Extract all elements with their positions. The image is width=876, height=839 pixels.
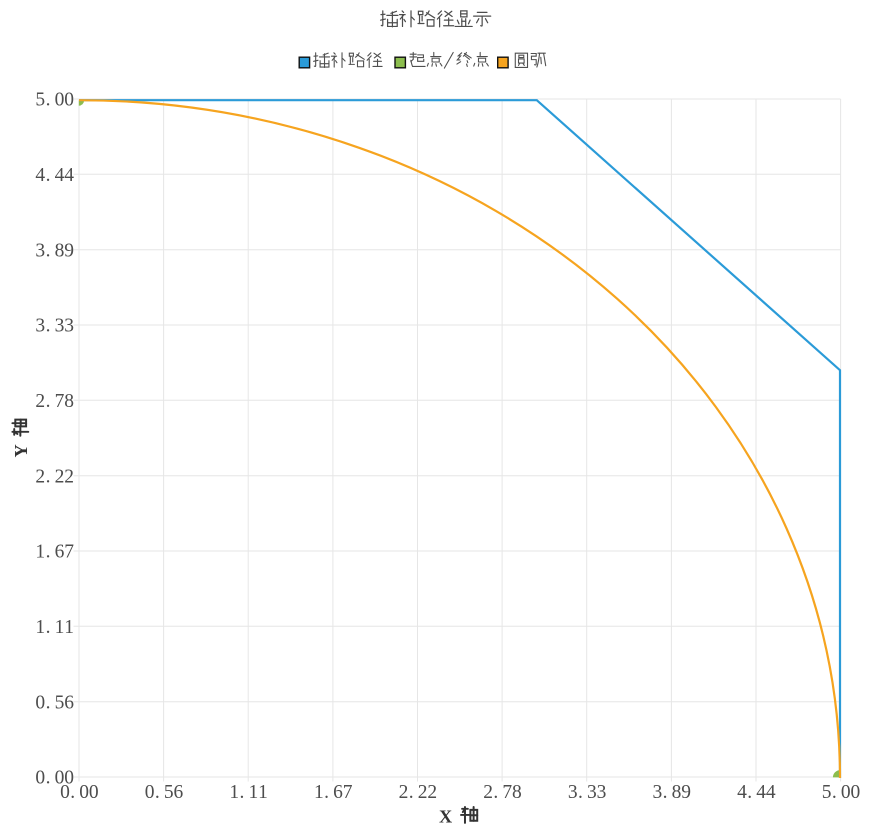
svg-text:5.00: 5.00 (822, 782, 861, 803)
svg-text:1.67: 1.67 (35, 542, 74, 563)
svg-text:2.78: 2.78 (483, 782, 522, 803)
svg-text:4.44: 4.44 (35, 165, 74, 186)
svg-text:4.44: 4.44 (737, 782, 776, 803)
svg-text:5.00: 5.00 (35, 90, 74, 111)
svg-text:0.56: 0.56 (145, 782, 184, 803)
svg-text:3.89: 3.89 (652, 782, 691, 803)
svg-text:2.78: 2.78 (35, 391, 74, 412)
svg-text:3.33: 3.33 (35, 316, 74, 337)
svg-text:1.11: 1.11 (229, 782, 268, 803)
svg-text:3.33: 3.33 (568, 782, 607, 803)
svg-text:Y: Y (11, 444, 31, 457)
svg-text:1.67: 1.67 (314, 782, 353, 803)
svg-text:0.00: 0.00 (35, 768, 74, 789)
svg-text:0.56: 0.56 (35, 692, 74, 713)
svg-text:3.89: 3.89 (35, 240, 74, 261)
svg-text:2.22: 2.22 (399, 782, 438, 803)
svg-text:0.00: 0.00 (60, 782, 99, 803)
svg-text:2.22: 2.22 (35, 466, 74, 487)
svg-text:1.11: 1.11 (35, 617, 74, 638)
svg-text:X: X (439, 807, 452, 827)
